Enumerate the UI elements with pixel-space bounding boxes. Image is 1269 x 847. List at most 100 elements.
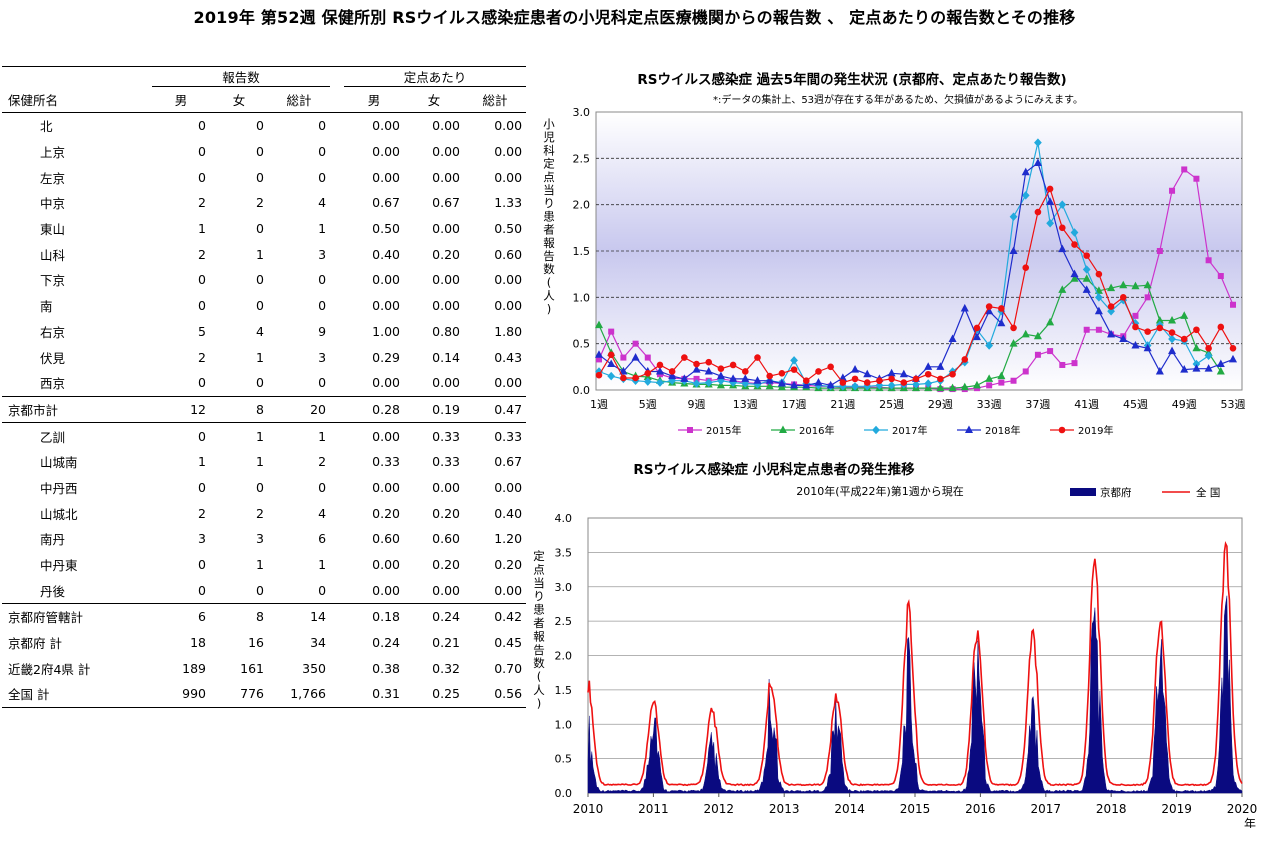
per-sentinel-cell: 0.33	[464, 422, 527, 449]
report-count-cell: 2	[198, 349, 206, 365]
center-name: 上京	[40, 145, 66, 161]
report-count-cell: 1	[198, 454, 206, 470]
data-point	[1107, 303, 1115, 310]
series-kyoto-area	[587, 595, 1243, 794]
data-point	[1180, 335, 1188, 343]
report-count-cell: 0	[256, 221, 264, 237]
data-point	[1204, 364, 1213, 372]
legend-item: 2018年	[957, 424, 1020, 437]
y-axis-label-char: 者	[543, 223, 555, 237]
center-name: 右京	[40, 324, 66, 340]
x-tick-label: 33週	[977, 398, 1002, 411]
data-point	[1107, 283, 1116, 292]
table-row: 中丹西 0 0 0 0.00 0.00 0.00	[2, 475, 526, 501]
legend-item-national: 全 国	[1162, 486, 1220, 499]
data-point	[790, 380, 799, 389]
data-point	[924, 379, 933, 388]
per-sentinel-cell: 0.00	[372, 557, 401, 573]
per-sentinel-cell: 0.70	[494, 660, 523, 676]
data-point	[1033, 158, 1042, 166]
data-point	[607, 351, 615, 359]
weekly-gridlines	[596, 157, 1242, 345]
data-point	[1010, 324, 1017, 332]
y-axis-label-char: り	[543, 196, 555, 210]
report-count-cell: 350	[302, 660, 327, 676]
data-point	[863, 379, 871, 386]
data-point	[1046, 218, 1054, 228]
data-point	[620, 374, 627, 382]
data-point	[839, 379, 847, 386]
report-count-cell: 3	[318, 349, 327, 365]
x-tick-label: 25週	[879, 398, 904, 411]
data-point	[693, 360, 700, 368]
report-count-cell: 1	[256, 349, 264, 365]
center-name: 左京	[40, 170, 66, 186]
data-point	[1192, 364, 1201, 372]
data-point	[1205, 257, 1212, 264]
y-tick-label: 1.0	[573, 291, 591, 304]
per-sentinel-cell: 0.00	[432, 169, 461, 185]
per-sentinel-cell: 0.00	[432, 298, 461, 314]
center-name: 丹後	[40, 583, 66, 599]
data-point	[1180, 311, 1189, 319]
data-point	[960, 303, 969, 312]
data-point	[1169, 187, 1176, 194]
data-point	[972, 332, 981, 341]
per-sentinel-cell: 0.00	[432, 118, 461, 134]
data-point	[1168, 346, 1177, 355]
data-point	[1217, 273, 1224, 280]
data-point	[1228, 354, 1238, 363]
table-row: 北 0 0 0 0.00 0.00 0.00	[2, 113, 526, 139]
data-point	[1058, 200, 1067, 209]
x-tick-label: 2014	[834, 802, 865, 816]
data-point	[1046, 317, 1055, 326]
data-point	[1094, 306, 1103, 315]
per-sentinel-cell: 0.00	[432, 479, 461, 495]
data-point	[899, 369, 908, 378]
col-header-male-per: 男	[344, 86, 405, 113]
report-count-cell: 20	[268, 395, 331, 423]
per-sentinel-cell: 0.67	[372, 195, 401, 211]
data-point	[765, 376, 774, 384]
per-sentinel-cell: 0.29	[372, 349, 401, 365]
y-tick-label: 1.0	[555, 718, 573, 731]
weekly-y-ticks: 0.0 0.5 1.0 1.5 2.0 2.5 3.0	[573, 106, 591, 397]
long-term-chart: RSウイルス感染症 小児科定点患者の発生推移 2010年(平成22年)第1週から…	[533, 461, 1257, 828]
per-sentinel-cell: 0.00	[372, 479, 401, 495]
table-row: 京都府管轄計 6 8 14 0.18 0.24 0.42	[2, 603, 527, 630]
per-sentinel-cell: 1.80	[494, 323, 523, 339]
long-term-series	[587, 540, 1243, 794]
report-count-cell: 0	[198, 479, 206, 495]
data-point	[1058, 285, 1067, 293]
data-point	[1229, 345, 1237, 352]
data-point	[900, 379, 908, 386]
per-sentinel-cell: 0.67	[494, 454, 523, 470]
x-tick-label: 2011	[638, 802, 669, 816]
data-point	[973, 324, 981, 332]
weekly-legend: 2015年 2016年 2017年 2018年 2019年	[678, 424, 1113, 437]
report-count-cell: 161	[240, 660, 264, 676]
data-point	[681, 354, 688, 361]
y-tick-label: 0.5	[555, 753, 573, 766]
data-point	[655, 366, 664, 375]
report-count-cell: 12	[152, 395, 210, 423]
data-point	[1193, 175, 1200, 182]
data-point	[948, 383, 957, 392]
data-point	[607, 371, 616, 381]
per-sentinel-cell: 0.45	[494, 635, 523, 651]
data-point	[1082, 274, 1091, 282]
data-point	[656, 378, 664, 387]
table-row: 山科 2 1 3 0.40 0.20 0.60	[2, 241, 526, 267]
x-tick-label: 17週	[782, 398, 807, 411]
data-point	[716, 371, 725, 380]
per-sentinel-cell: 0.56	[464, 681, 527, 708]
report-count-cell: 0	[318, 298, 327, 314]
per-sentinel-cell: 0.33	[372, 454, 401, 470]
y-axis-label-char: 当	[533, 576, 545, 590]
report-count-cell: 1	[256, 246, 264, 262]
data-point	[1059, 224, 1066, 232]
table-row: 西京 0 0 0 0.00 0.00 0.00	[2, 370, 526, 396]
data-point	[1107, 329, 1116, 338]
x-tick-label: 1週	[590, 398, 608, 411]
x-tick-label: 49週	[1172, 398, 1197, 411]
